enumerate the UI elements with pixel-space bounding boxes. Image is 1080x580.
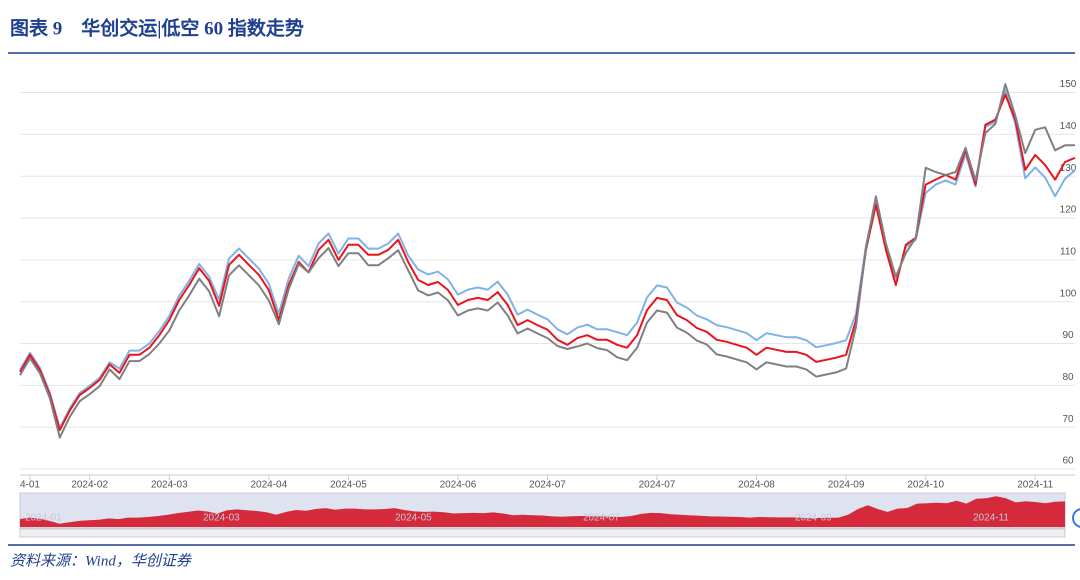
series-line bbox=[19, 93, 1076, 432]
y-tick-label: 120 bbox=[1060, 205, 1077, 216]
y-tick-label: 110 bbox=[1060, 247, 1076, 258]
y-tick-label: 150 bbox=[1060, 79, 1077, 90]
y-tick-label: 130 bbox=[1060, 163, 1077, 174]
y-tick-label: 60 bbox=[1062, 456, 1074, 467]
series-line bbox=[19, 83, 1075, 439]
series-line bbox=[19, 89, 1076, 429]
source: 资料来源：Wind，华创证券 bbox=[10, 552, 192, 569]
navigator-button[interactable] bbox=[1072, 508, 1080, 528]
chart-title: 图表 9 华创交运|低空 60 指数走势 bbox=[10, 16, 304, 39]
navigator-label: 2024-07 bbox=[583, 513, 620, 524]
x-tick-label: 2024-09 bbox=[828, 480, 865, 491]
x-tick-label: 2024-06 bbox=[440, 480, 477, 491]
x-tick-label: 2024-02 bbox=[71, 480, 108, 491]
x-tick-label: 2024-11 bbox=[1017, 480, 1053, 491]
x-tick-label: 2024-05 bbox=[330, 480, 367, 491]
x-tick-label: 2024-10 bbox=[907, 480, 944, 491]
y-tick-label: 100 bbox=[1060, 288, 1077, 299]
y-tick-label: 80 bbox=[1062, 372, 1074, 383]
navigator-label: 2024-01 bbox=[25, 513, 62, 524]
x-tick-label: 2024-04 bbox=[250, 480, 287, 491]
navigator-label: 2024-05 bbox=[395, 513, 432, 524]
y-tick-label: 70 bbox=[1062, 414, 1074, 425]
navigator-label: 2024-09 bbox=[795, 513, 832, 524]
navigator-label: 2024-11 bbox=[973, 513, 1009, 524]
y-tick-label: 140 bbox=[1060, 121, 1077, 132]
x-tick-label: 4-01 bbox=[20, 480, 40, 491]
x-tick-label: 2024-08 bbox=[738, 480, 775, 491]
navigator-area bbox=[20, 496, 1065, 527]
x-tick-label: 2024-07 bbox=[639, 480, 676, 491]
navigator-label: 2024-03 bbox=[203, 513, 240, 524]
y-tick-label: 90 bbox=[1062, 330, 1074, 341]
x-tick-label: 2024-03 bbox=[151, 480, 188, 491]
x-tick-label: 2024-07 bbox=[529, 480, 566, 491]
scrollbar[interactable] bbox=[19, 528, 1066, 538]
